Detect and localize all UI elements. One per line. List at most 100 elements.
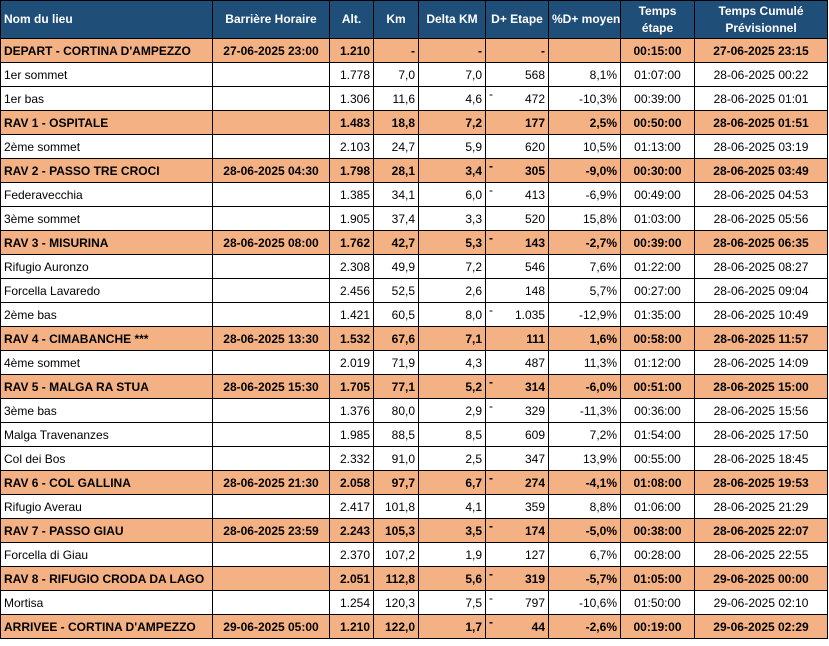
cell-nom-du-lieu[interactable]: 2ème sommet (0, 134, 213, 159)
cell-alt[interactable]: 1.483 (329, 110, 374, 135)
cell-alt[interactable]: 2.308 (329, 254, 374, 279)
cell-nom-du-lieu[interactable]: ARRIVEE - CORTINA D'AMPEZZO (0, 614, 213, 639)
cell-delta-km[interactable]: 2,6 (418, 278, 486, 303)
cell-temps-cumule[interactable]: 28-06-2025 09:04 (694, 278, 828, 303)
cell-temps-cumule[interactable]: 28-06-2025 05:56 (694, 206, 828, 231)
cell-alt[interactable]: 1.705 (329, 374, 374, 399)
cell-temps-cumule[interactable]: 28-06-2025 01:01 (694, 86, 828, 111)
cell-pct-d-plus-moyen[interactable]: 11,3% (548, 350, 621, 375)
cell-pct-d-plus-moyen[interactable]: -2,7% (548, 230, 621, 255)
cell-delta-km[interactable]: 1,9 (418, 542, 486, 567)
cell-d-plus-etape[interactable]: 609 (485, 422, 549, 447)
cell-barriere-horaire[interactable] (212, 494, 330, 519)
cell-barriere-horaire[interactable] (212, 110, 330, 135)
cell-nom-du-lieu[interactable]: 4ème sommet (0, 350, 213, 375)
header-temps-etape[interactable]: Temps étape (620, 0, 695, 39)
cell-d-plus-etape[interactable]: - 174 (485, 518, 549, 543)
cell-km[interactable]: 120,3 (373, 590, 419, 615)
cell-delta-km[interactable]: 6,7 (418, 470, 486, 495)
cell-alt[interactable]: 1.778 (329, 62, 374, 87)
cell-pct-d-plus-moyen[interactable]: -12,9% (548, 302, 621, 327)
cell-temps-etape[interactable]: 00:28:00 (620, 542, 695, 567)
cell-d-plus-etape[interactable]: 347 (485, 446, 549, 471)
cell-km[interactable]: 122,0 (373, 614, 419, 639)
cell-d-plus-etape[interactable]: - 472 (485, 86, 549, 111)
cell-barriere-horaire[interactable]: 27-06-2025 23:00 (212, 38, 330, 63)
cell-alt[interactable]: 1.210 (329, 614, 374, 639)
cell-d-plus-etape[interactable]: 620 (485, 134, 549, 159)
cell-temps-cumule[interactable]: 28-06-2025 18:45 (694, 446, 828, 471)
cell-km[interactable]: 80,0 (373, 398, 419, 423)
cell-temps-etape[interactable]: 00:39:00 (620, 86, 695, 111)
cell-alt[interactable]: 1.762 (329, 230, 374, 255)
header-km[interactable]: Km (373, 0, 419, 39)
cell-d-plus-etape[interactable]: 568 (485, 62, 549, 87)
cell-nom-du-lieu[interactable]: Rifugio Auronzo (0, 254, 213, 279)
cell-temps-cumule[interactable]: 28-06-2025 01:51 (694, 110, 828, 135)
cell-delta-km[interactable]: 7,1 (418, 326, 486, 351)
cell-barriere-horaire[interactable] (212, 590, 330, 615)
cell-temps-etape[interactable]: 00:58:00 (620, 326, 695, 351)
cell-nom-du-lieu[interactable]: RAV 3 - MISURINA (0, 230, 213, 255)
cell-alt[interactable]: 1.376 (329, 398, 374, 423)
cell-km[interactable]: 11,6 (373, 86, 419, 111)
cell-barriere-horaire[interactable]: 28-06-2025 04:30 (212, 158, 330, 183)
cell-pct-d-plus-moyen[interactable]: -10,3% (548, 86, 621, 111)
cell-temps-etape[interactable]: 01:13:00 (620, 134, 695, 159)
cell-d-plus-etape[interactable]: - 143 (485, 230, 549, 255)
cell-barriere-horaire[interactable] (212, 350, 330, 375)
cell-temps-etape[interactable]: 00:38:00 (620, 518, 695, 543)
cell-delta-km[interactable]: 5,2 (418, 374, 486, 399)
header-pct-d-plus-moyen[interactable]: %D+ moyen (548, 0, 621, 39)
cell-alt[interactable]: 2.103 (329, 134, 374, 159)
cell-pct-d-plus-moyen[interactable]: 1,6% (548, 326, 621, 351)
cell-d-plus-etape[interactable]: 148 (485, 278, 549, 303)
cell-temps-cumule[interactable]: 28-06-2025 15:56 (694, 398, 828, 423)
cell-pct-d-plus-moyen[interactable]: 5,7% (548, 278, 621, 303)
cell-temps-cumule[interactable]: 28-06-2025 03:49 (694, 158, 828, 183)
cell-pct-d-plus-moyen[interactable] (548, 38, 621, 63)
cell-km[interactable]: 24,7 (373, 134, 419, 159)
cell-pct-d-plus-moyen[interactable]: -2,6% (548, 614, 621, 639)
cell-km[interactable]: 7,0 (373, 62, 419, 87)
cell-delta-km[interactable]: 5,9 (418, 134, 486, 159)
cell-d-plus-etape[interactable]: - 314 (485, 374, 549, 399)
cell-alt[interactable]: 1.306 (329, 86, 374, 111)
cell-temps-etape[interactable]: 01:06:00 (620, 494, 695, 519)
cell-pct-d-plus-moyen[interactable]: 2,5% (548, 110, 621, 135)
cell-nom-du-lieu[interactable]: Mortisa (0, 590, 213, 615)
cell-temps-cumule[interactable]: 28-06-2025 06:35 (694, 230, 828, 255)
cell-alt[interactable]: 2.417 (329, 494, 374, 519)
cell-nom-du-lieu[interactable]: RAV 2 - PASSO TRE CROCI (0, 158, 213, 183)
cell-alt[interactable]: 1.421 (329, 302, 374, 327)
cell-temps-cumule[interactable]: 27-06-2025 23:15 (694, 38, 828, 63)
cell-temps-cumule[interactable]: 28-06-2025 14:09 (694, 350, 828, 375)
cell-km[interactable]: 88,5 (373, 422, 419, 447)
cell-alt[interactable]: 1.210 (329, 38, 374, 63)
cell-nom-du-lieu[interactable]: 1er bas (0, 86, 213, 111)
cell-temps-etape[interactable]: 00:39:00 (620, 230, 695, 255)
cell-temps-cumule[interactable]: 28-06-2025 04:53 (694, 182, 828, 207)
cell-d-plus-etape[interactable]: 111 (485, 326, 549, 351)
cell-km[interactable]: 60,5 (373, 302, 419, 327)
cell-delta-km[interactable]: 3,3 (418, 206, 486, 231)
cell-delta-km[interactable]: 7,5 (418, 590, 486, 615)
cell-km[interactable]: 107,2 (373, 542, 419, 567)
cell-pct-d-plus-moyen[interactable]: -4,1% (548, 470, 621, 495)
cell-pct-d-plus-moyen[interactable]: -6,9% (548, 182, 621, 207)
cell-d-plus-etape[interactable]: 127 (485, 542, 549, 567)
cell-nom-du-lieu[interactable]: DEPART - CORTINA D'AMPEZZO (0, 38, 213, 63)
cell-temps-etape[interactable]: 01:05:00 (620, 566, 695, 591)
cell-delta-km[interactable]: 2,9 (418, 398, 486, 423)
cell-barriere-horaire[interactable] (212, 278, 330, 303)
cell-alt[interactable]: 2.370 (329, 542, 374, 567)
cell-km[interactable]: 42,7 (373, 230, 419, 255)
cell-temps-etape[interactable]: 01:22:00 (620, 254, 695, 279)
cell-delta-km[interactable]: 1,7 (418, 614, 486, 639)
cell-barriere-horaire[interactable]: 28-06-2025 08:00 (212, 230, 330, 255)
cell-temps-cumule[interactable]: 28-06-2025 15:00 (694, 374, 828, 399)
cell-nom-du-lieu[interactable]: Federavecchia (0, 182, 213, 207)
cell-alt[interactable]: 2.058 (329, 470, 374, 495)
cell-nom-du-lieu[interactable]: Rifugio Averau (0, 494, 213, 519)
cell-barriere-horaire[interactable] (212, 134, 330, 159)
